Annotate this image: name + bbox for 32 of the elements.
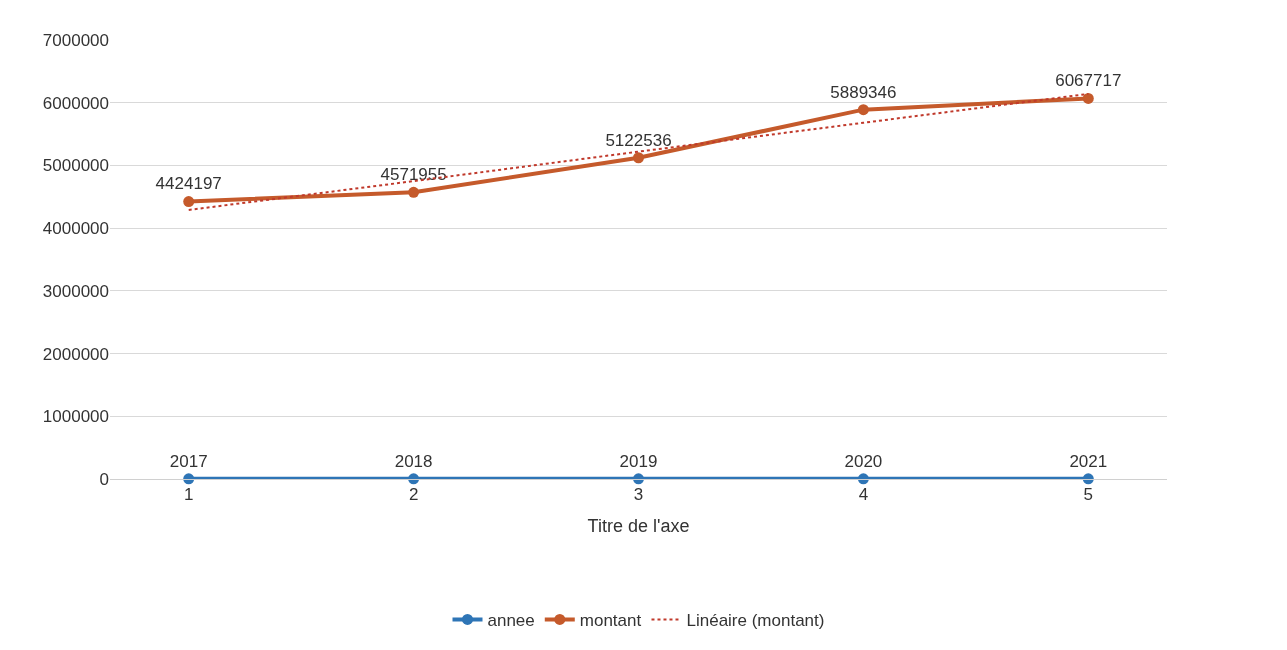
y-tick-label: 5000000 [42,156,109,176]
legend-label: annee [487,611,535,631]
legend-label: montant [579,611,642,631]
point [183,196,195,208]
y-tick-label: 2000000 [42,344,109,364]
data-label: 5122536 [605,130,672,150]
point [857,104,869,116]
x-axis-title: Titre de l'axe [587,515,690,536]
x-tick-label: 1 [183,485,194,505]
y-tick-label: 6000000 [42,93,109,113]
y-tick-label: 0 [99,469,109,489]
y-tick-label: 3000000 [42,281,109,301]
data-label: 6067717 [1055,71,1122,91]
data-label: 5889346 [830,82,897,102]
y-tick-label: 1000000 [42,407,109,427]
data-label: 2019 [619,451,658,471]
point [408,186,420,198]
data-label: 4424197 [155,174,222,194]
data-label: 4571955 [380,165,447,185]
data-label: 2017 [169,451,208,471]
point [1082,92,1094,104]
x-tick-label: 3 [633,485,644,505]
x-tick-label: 5 [1083,485,1094,505]
y-tick-label: 4000000 [42,219,109,239]
data-label: 2020 [844,451,883,471]
y-tick-label: 7000000 [42,30,109,50]
data-label: 2018 [394,451,433,471]
x-tick-label: 4 [858,485,869,505]
data-label: 2021 [1069,451,1108,471]
point [633,152,644,164]
x-tick-label: 2 [408,485,419,505]
legend-label: Linéaire (montant) [686,611,825,631]
